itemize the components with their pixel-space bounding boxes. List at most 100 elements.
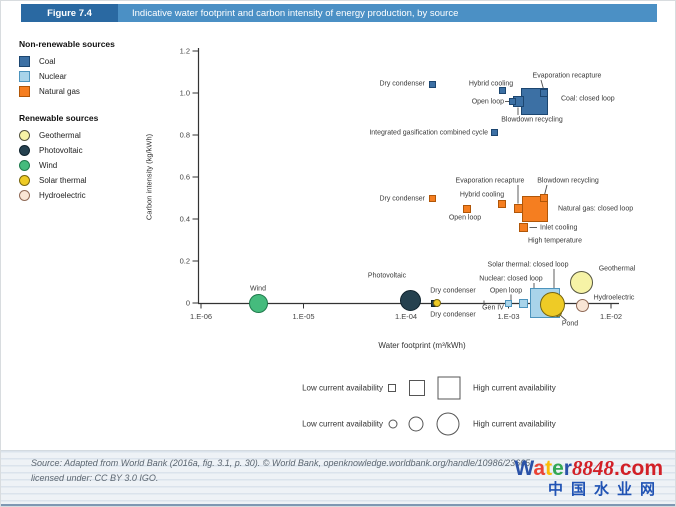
marker-coal-igcc bbox=[490, 129, 498, 137]
size-legend-circle-medium bbox=[408, 416, 424, 432]
marker-coal-dry-condenser bbox=[428, 81, 436, 89]
annotation-gas-hybrid-cooling: Hybrid cooling bbox=[459, 191, 505, 199]
marker-gas-hybrid-cooling bbox=[498, 200, 507, 209]
annotation-photovoltaic: Photovoltaic bbox=[367, 272, 407, 280]
annotation-coal-closed-loop: Coal: closed loop bbox=[561, 95, 615, 103]
source-attribution: Source: Adapted from World Bank (2016a, … bbox=[31, 456, 533, 486]
series-legend: Non-renewable sources Coal Nuclear Natural… bbox=[15, 35, 175, 203]
y-axis-title: Carbon intensity (kg/kWh) bbox=[144, 133, 154, 221]
annotation-gas-closed-loop: Natural gas: closed loop bbox=[558, 205, 634, 212]
circle-swatch-icon-solar-thermal bbox=[19, 175, 30, 186]
x-tick-label: 1.E-06 bbox=[189, 312, 213, 321]
legend-item-label: Wind bbox=[39, 161, 58, 170]
annotation-solar-thermal-pond: Pond bbox=[561, 320, 579, 328]
legend-item-coal: Coal bbox=[15, 54, 175, 69]
y-tick-label: 0 bbox=[185, 298, 190, 308]
x-tick-label: 1.E-04 bbox=[394, 312, 418, 321]
legend-item-label: Coal bbox=[39, 57, 56, 66]
annotation-gas-blowdown-recycling: Blowdown recycling bbox=[537, 177, 599, 185]
figure-header-bar: Figure 7.4 Indicative water footprint an… bbox=[21, 4, 657, 22]
watermark-letter: e bbox=[552, 457, 564, 480]
square-swatch-icon-coal bbox=[19, 56, 30, 67]
size-legend-high-label-squares: High current availability bbox=[473, 383, 556, 393]
circle-swatch-icon-geothermal bbox=[19, 130, 30, 141]
watermark-letter: t bbox=[545, 457, 553, 480]
legend-item-label: Nuclear bbox=[39, 72, 67, 81]
source-line-2: licensed under: CC BY 3.0 IGO. bbox=[31, 472, 159, 483]
annotation-gas-inlet-cooling: Inlet cooling bbox=[540, 224, 578, 232]
x-tick-label: 1.E-02 bbox=[599, 312, 623, 321]
annotation-nuclear-gen-iv: Gen IV bbox=[482, 304, 504, 311]
marker-gas-dry-condenser bbox=[428, 194, 436, 202]
size-legend-square-medium bbox=[409, 380, 425, 396]
annotation-gas-open-loop: Open loop bbox=[448, 214, 482, 222]
y-tick-label: 1.0 bbox=[179, 88, 190, 98]
size-legend-low-label-circles: Low current availability bbox=[302, 419, 383, 429]
annotation-solar-thermal-dry-condenser: Dry condenser bbox=[430, 287, 476, 295]
legend-item-label: Natural gas bbox=[39, 87, 80, 96]
marker-coal-evaporation-recapture bbox=[539, 89, 548, 97]
size-legend-circle-small bbox=[388, 419, 398, 429]
size-legend-circle-large bbox=[436, 412, 460, 436]
bottom-accent-bar bbox=[1, 504, 675, 506]
legend-item-solar-thermal: Solar thermal bbox=[15, 173, 175, 188]
chart-area: Carbon intensity (kg/kWh) Water footprin… bbox=[1, 1, 675, 371]
marker-photovoltaic bbox=[399, 290, 421, 312]
marker-solar-thermal-closed-loop bbox=[540, 291, 566, 317]
leader-line-coal-evaporation-recapture bbox=[540, 79, 544, 90]
legend-item-label: Hydroelectric bbox=[39, 191, 86, 200]
circle-swatch-icon-wind bbox=[19, 160, 30, 171]
circle-swatch-icon-hydroelectric bbox=[19, 190, 30, 201]
x-tick-label: 1.E-03 bbox=[497, 312, 520, 321]
chart-axes-svg bbox=[192, 48, 619, 321]
y-tick-label: 0.4 bbox=[179, 214, 190, 224]
watermark-letter: W bbox=[514, 457, 534, 480]
annotation-gas-evaporation-recapture: Evaporation recapture bbox=[455, 177, 525, 185]
marker-coal-hybrid-cooling bbox=[498, 87, 506, 95]
square-swatch-icon-natural-gas bbox=[19, 86, 30, 97]
legend-item-natural-gas: Natural gas bbox=[15, 84, 175, 99]
marker-gas-blowdown-recycling bbox=[539, 194, 548, 202]
legend-item-nuclear: Nuclear bbox=[15, 69, 175, 84]
circle-swatch-icon-photovoltaic bbox=[19, 145, 30, 156]
marker-nuclear-open-loop bbox=[518, 298, 528, 308]
legend-item-geothermal: Geothermal bbox=[15, 128, 175, 143]
legend-item-wind: Wind bbox=[15, 158, 175, 173]
size-legend-square-small bbox=[388, 384, 396, 392]
legend-group-renewable: Geothermal Photovoltaic Wind Solar thermal H… bbox=[15, 128, 175, 203]
size-legend-low-label-squares: Low current availability bbox=[302, 383, 383, 393]
annotation-photovoltaic-dry-condenser: Dry condenser bbox=[430, 311, 476, 318]
watermark-letter: a bbox=[533, 457, 546, 480]
square-swatch-icon-nuclear bbox=[19, 71, 30, 82]
annotation-wind: Wind bbox=[250, 285, 266, 293]
marker-gas-open-loop bbox=[462, 204, 471, 213]
watermark-letters: Water bbox=[514, 457, 572, 480]
marker-solar-thermal-dry-condenser bbox=[432, 299, 441, 307]
legend-item-photovoltaic: Photovoltaic bbox=[15, 143, 175, 158]
watermark-tld: .com bbox=[613, 457, 663, 480]
annotation-hydroelectric: Hydroelectric bbox=[593, 294, 635, 302]
size-legend-square-large bbox=[437, 376, 461, 400]
legend-item-label: Geothermal bbox=[39, 131, 81, 140]
annotation-nuclear-open-loop: Open loop bbox=[489, 287, 523, 295]
annotation-gas-dry-condenser: Dry condenser bbox=[379, 195, 425, 203]
marker-gas-evaporation-recapture bbox=[513, 204, 523, 213]
watermark-logo: Water8848.com 中国水业网 bbox=[514, 456, 663, 498]
annotation-nuclear-closed-loop: Nuclear: closed loop bbox=[479, 275, 543, 283]
y-tick-label: 0.2 bbox=[179, 256, 190, 266]
watermark-letter: r bbox=[563, 457, 572, 480]
y-tick-label: 0.6 bbox=[179, 172, 190, 182]
x-axis-title: Water footprint (m³/kWh) bbox=[378, 341, 466, 350]
marker-nuclear-gen-iv bbox=[505, 299, 512, 307]
figure-number-label: Figure 7.4 bbox=[21, 4, 118, 22]
annotation-coal-blowdown-recycling: Blowdown recycling bbox=[501, 116, 563, 124]
annotation-coal-evaporation-recapture: Evaporation recapture bbox=[532, 72, 602, 80]
size-legend-high-label-circles: High current availability bbox=[473, 419, 556, 429]
y-tick-label: 1.2 bbox=[179, 46, 190, 56]
leader-line-gas-blowdown-recycling bbox=[544, 184, 548, 196]
legend-item-label: Solar thermal bbox=[39, 176, 87, 185]
annotation-coal-igcc: Integrated gasification combined cycle bbox=[369, 129, 488, 136]
annotation-geothermal: Geothermal bbox=[598, 265, 636, 273]
watermark-number: 8848 bbox=[571, 456, 614, 480]
watermark-word: Water8848.com bbox=[514, 456, 663, 480]
